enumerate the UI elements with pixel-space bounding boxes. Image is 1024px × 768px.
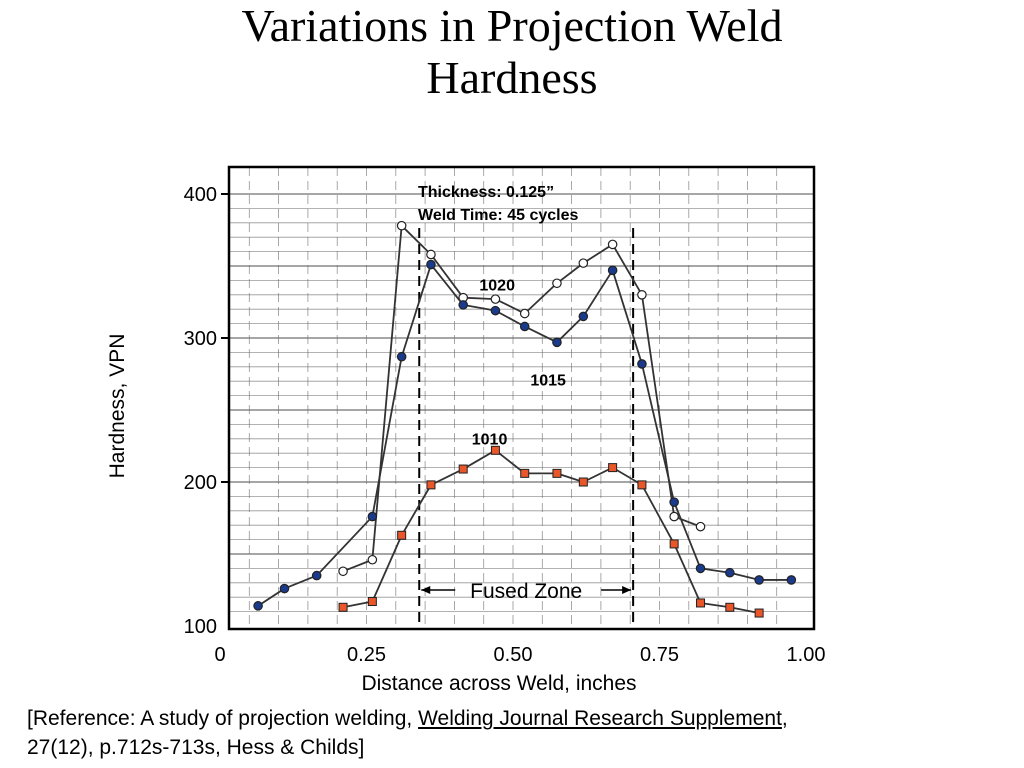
data-point-1015 bbox=[754, 575, 764, 585]
data-point-1015 bbox=[669, 497, 679, 507]
data-point-1015 bbox=[458, 300, 468, 310]
plot-frame bbox=[227, 165, 816, 631]
data-point-1015 bbox=[396, 351, 407, 362]
data-point-1015 bbox=[490, 305, 501, 316]
y-tick-label: 400 bbox=[184, 184, 217, 206]
slide-title: Variations in Projection Weld Hardness bbox=[150, 0, 874, 104]
data-point-1020 bbox=[695, 521, 706, 532]
data-point-1020 bbox=[637, 289, 647, 300]
data-point-1015 bbox=[311, 570, 322, 581]
data-point-1020 bbox=[552, 278, 562, 289]
y-axis-label: Hardness, VPN bbox=[106, 334, 129, 479]
data-point-1020 bbox=[367, 554, 378, 565]
data-point-1010 bbox=[397, 530, 407, 540]
x-tick-label: 0 bbox=[214, 644, 225, 666]
data-point-1020 bbox=[338, 566, 348, 577]
fused-zone-arrowhead-left bbox=[421, 586, 431, 594]
data-point-1015 bbox=[367, 511, 378, 522]
y-tick-label: 100 bbox=[184, 616, 217, 638]
data-point-1010 bbox=[458, 464, 468, 474]
data-point-1010 bbox=[754, 608, 764, 618]
series-1015: 1015 bbox=[253, 259, 797, 611]
data-point-1020 bbox=[519, 308, 530, 319]
data-point-1015 bbox=[786, 575, 797, 585]
series-line-1015 bbox=[257, 263, 792, 607]
data-point-1010 bbox=[367, 597, 377, 607]
data-point-1020 bbox=[426, 249, 436, 260]
data-point-1010 bbox=[669, 539, 679, 549]
data-point-1010 bbox=[637, 480, 647, 490]
x-tick-label: 0.25 bbox=[347, 644, 386, 666]
reference-text-start: [Reference: A study of projection weldin… bbox=[27, 707, 419, 730]
title-line-2: Hardness bbox=[426, 52, 598, 103]
fused-zone-markers: Fused Zone bbox=[418, 228, 635, 629]
data-point-1010 bbox=[490, 445, 500, 455]
y-tick-label: 200 bbox=[184, 472, 217, 494]
data-point-1015 bbox=[637, 359, 647, 369]
data-point-1010 bbox=[520, 468, 530, 478]
title-line-1: Variations in Projection Weld bbox=[241, 0, 783, 51]
fused-zone-label: Fused Zone bbox=[470, 580, 582, 603]
data-point-1015 bbox=[695, 563, 706, 574]
data-point-1010 bbox=[426, 480, 436, 490]
data-point-1010 bbox=[696, 598, 706, 608]
data-point-1010 bbox=[552, 468, 562, 478]
reference-citation: [Reference: A study of projection weldin… bbox=[27, 704, 827, 762]
data-point-1010 bbox=[608, 463, 618, 473]
data-point-1020 bbox=[578, 258, 589, 268]
data-point-1020 bbox=[490, 294, 501, 304]
data-point-1015 bbox=[578, 311, 589, 322]
chart-series: 1020 1015 1010 bbox=[253, 220, 797, 618]
hardness-chart: Fused Zone 1020 1015 1010 100 200 300 400 0 0.2… bbox=[106, 165, 826, 695]
data-point-1015 bbox=[519, 321, 530, 332]
series-label-1010: 1010 bbox=[472, 432, 508, 449]
x-tick-label: 0.50 bbox=[494, 644, 533, 666]
x-axis-label: Distance across Weld, inches bbox=[361, 672, 636, 695]
series-line-1020 bbox=[342, 224, 701, 573]
data-point-1020 bbox=[396, 220, 407, 231]
reference-journal: Welding Journal Research Supplement bbox=[418, 707, 782, 730]
x-tick-label: 1.00 bbox=[787, 644, 826, 666]
x-tick-label: 0.75 bbox=[640, 644, 679, 666]
data-point-1010 bbox=[338, 602, 348, 612]
data-point-1015 bbox=[426, 259, 436, 270]
y-tick-label: 300 bbox=[184, 328, 217, 350]
data-point-1010 bbox=[725, 602, 735, 612]
conditions-weld-time: Weld Time: 45 cycles bbox=[418, 207, 578, 224]
data-point-1015 bbox=[253, 601, 263, 611]
chart-grid bbox=[229, 167, 814, 629]
series-1010: 1010 bbox=[338, 432, 764, 618]
data-point-1015 bbox=[552, 337, 562, 348]
conditions-thickness: Thickness: 0.125” bbox=[418, 184, 554, 201]
reference-text-end: , 27(12), p.712s-713s, Hess & Childs] bbox=[27, 707, 788, 759]
data-point-1020 bbox=[669, 511, 679, 522]
chart-axes: 100 200 300 400 0 0.25 0.50 0.75 1.00 bbox=[184, 184, 826, 666]
series-label-1020: 1020 bbox=[479, 277, 515, 294]
series-1020: 1020 bbox=[338, 220, 706, 577]
data-point-1010 bbox=[578, 477, 588, 487]
data-point-1015 bbox=[607, 265, 618, 276]
series-label-1015: 1015 bbox=[530, 373, 566, 390]
fused-zone-arrowhead-right bbox=[622, 586, 632, 594]
data-point-1020 bbox=[607, 239, 618, 250]
data-point-1015 bbox=[279, 583, 290, 594]
data-point-1015 bbox=[725, 567, 735, 578]
